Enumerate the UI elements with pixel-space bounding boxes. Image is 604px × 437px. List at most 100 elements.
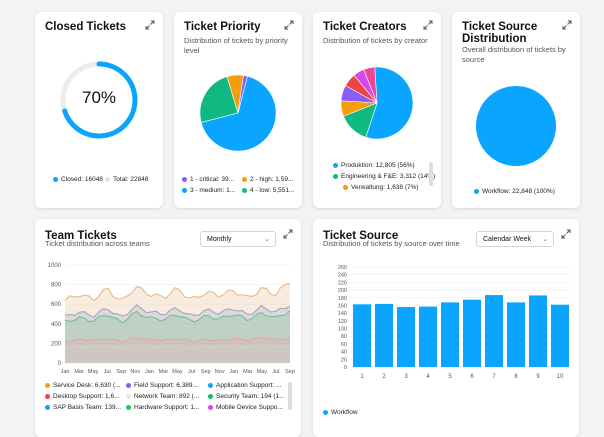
legend-item-hardware-support: Hardware Support: 1... bbox=[126, 404, 199, 412]
legend-item-total: Total: 22848 bbox=[105, 176, 148, 184]
x-tick-label: Mar bbox=[159, 369, 169, 375]
expand-icon[interactable] bbox=[145, 20, 155, 30]
x-tick-label: 3 bbox=[404, 374, 408, 380]
legend-item-critical: 1 - critical: 39... bbox=[182, 176, 234, 184]
ticket-source-period-select[interactable]: Calendar Week ⌄ bbox=[476, 231, 554, 247]
legend-item-produktion: Produktion: 12,805 (56%) bbox=[333, 162, 415, 170]
y-tick-label: 260 bbox=[338, 265, 347, 271]
area-fill bbox=[65, 304, 290, 363]
x-tick-label: 7 bbox=[492, 374, 496, 380]
x-tick-label: Jan bbox=[145, 369, 154, 375]
x-tick-label: Mar bbox=[243, 369, 253, 375]
y-tick-label: 800 bbox=[51, 283, 62, 289]
ticket-source-distribution-subtitle: Overall distribution of tickets by sourc… bbox=[462, 45, 566, 64]
bar[interactable] bbox=[418, 306, 438, 367]
legend-dot bbox=[208, 393, 213, 399]
y-tick-label: 200 bbox=[338, 288, 347, 294]
bar[interactable] bbox=[462, 299, 482, 367]
x-tick-label: Jan bbox=[229, 369, 238, 375]
x-tick-label: 10 bbox=[557, 374, 564, 380]
legend-item-application-support: Application Support: ... bbox=[208, 382, 281, 390]
legend-dot bbox=[126, 382, 131, 388]
closed-tickets-gauge bbox=[60, 61, 138, 139]
legend-item-field-support: Field Support: 6,389... bbox=[126, 382, 198, 390]
bar[interactable] bbox=[506, 302, 526, 367]
pie-slice bbox=[365, 67, 413, 139]
expand-icon[interactable] bbox=[283, 229, 293, 239]
y-tick-label: 1000 bbox=[48, 263, 62, 269]
legend-dot bbox=[333, 162, 338, 168]
team-tickets-period-select[interactable]: Monthly ⌄ bbox=[200, 231, 276, 247]
x-tick-label: 4 bbox=[426, 374, 430, 380]
ticket-priority-subtitle: Distribution of tickets by priority leve… bbox=[184, 36, 288, 55]
x-tick-label: 8 bbox=[514, 374, 518, 380]
legend-item-workflow: Workflow: 22,848 (100%) bbox=[474, 188, 555, 196]
y-tick-label: 40 bbox=[341, 350, 347, 356]
ticket-source-distribution-title: Ticket Source Distribution bbox=[462, 21, 538, 45]
legend-dot bbox=[53, 176, 58, 182]
expand-icon[interactable] bbox=[284, 20, 294, 30]
y-tick-label: 200 bbox=[51, 341, 62, 347]
x-tick-label: Jan bbox=[61, 369, 70, 375]
creators-legend: Produktion: 12,805 (56%) Engineering & F… bbox=[323, 162, 435, 196]
legend-dot bbox=[126, 404, 131, 410]
legend-item-verwaltung: Verwaltung: 1,638 (7%) bbox=[343, 184, 419, 192]
closed-tickets-title: Closed Tickets bbox=[45, 21, 126, 33]
y-tick-label: 0 bbox=[58, 361, 62, 367]
expand-icon[interactable] bbox=[561, 229, 571, 239]
y-tick-label: 180 bbox=[338, 296, 347, 302]
creators-pie-chart bbox=[341, 67, 413, 139]
x-tick-label: Mar bbox=[74, 369, 84, 375]
legend-dot bbox=[343, 184, 348, 190]
bar[interactable] bbox=[528, 295, 548, 367]
priority-legend: 1 - critical: 39... 2 - high: 1,59... 3 … bbox=[182, 176, 300, 202]
pie-slice bbox=[200, 75, 276, 151]
y-tick-label: 140 bbox=[338, 311, 347, 317]
legend-dot bbox=[333, 173, 338, 179]
bar[interactable] bbox=[352, 304, 372, 367]
legend-dot bbox=[242, 176, 247, 182]
pie-slice bbox=[476, 86, 556, 166]
ticket-source-card: Ticket Source Distribution of tickets by… bbox=[313, 219, 579, 437]
x-tick-label: Nov bbox=[130, 369, 140, 375]
source-pie-chart bbox=[476, 86, 556, 166]
team-tickets-legend: Service Desk: 6,630 (... Field Support: … bbox=[45, 382, 295, 422]
ticket-creators-subtitle: Distribution of tickets by creator bbox=[323, 36, 428, 45]
y-tick-label: 0 bbox=[344, 365, 347, 371]
legend-scrollbar[interactable] bbox=[429, 162, 433, 186]
y-tick-label: 20 bbox=[341, 357, 347, 363]
legend-dot bbox=[126, 393, 131, 399]
bar[interactable] bbox=[374, 303, 394, 367]
legend-dot bbox=[182, 176, 187, 182]
area-fill bbox=[65, 345, 290, 363]
ticket-source-title: Ticket Source bbox=[323, 230, 399, 242]
x-tick-label: Jul bbox=[104, 369, 111, 375]
bar[interactable] bbox=[440, 302, 460, 367]
legend-dot bbox=[208, 404, 213, 410]
pie-slice bbox=[237, 75, 248, 114]
x-tick-label: Jul bbox=[188, 369, 195, 375]
bar[interactable] bbox=[484, 295, 504, 367]
bar[interactable] bbox=[396, 307, 416, 367]
legend-dot bbox=[45, 393, 50, 399]
legend-item-medium: 3 - medium: 1... bbox=[182, 187, 235, 195]
x-tick-label: 1 bbox=[360, 374, 364, 380]
series-line bbox=[64, 282, 291, 302]
y-tick-label: 160 bbox=[338, 303, 347, 309]
legend-dot bbox=[45, 382, 50, 388]
area-fill bbox=[65, 283, 290, 363]
legend-item-closed: Closed: 16048 bbox=[53, 176, 103, 184]
expand-icon[interactable] bbox=[423, 20, 433, 30]
bar[interactable] bbox=[550, 304, 570, 367]
team-tickets-card: Team Tickets Ticket distribution across … bbox=[35, 219, 301, 437]
legend-item-workflow: Workflow bbox=[323, 409, 358, 417]
expand-icon[interactable] bbox=[562, 20, 572, 30]
legend-scrollbar[interactable] bbox=[288, 382, 292, 410]
legend-item-mobile-device-support: Mobile Device Suppo... bbox=[208, 404, 283, 412]
legend-item-security-team: Security Team: 194 (1... bbox=[208, 393, 285, 401]
ticket-priority-card: Ticket Priority Distribution of tickets … bbox=[174, 12, 302, 208]
x-tick-label: 2 bbox=[382, 374, 386, 380]
x-tick-label: Sep bbox=[201, 369, 211, 375]
x-tick-label: Sep bbox=[285, 369, 295, 375]
